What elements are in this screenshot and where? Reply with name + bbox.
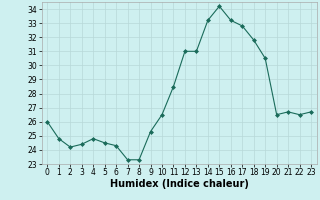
X-axis label: Humidex (Indice chaleur): Humidex (Indice chaleur) [110, 179, 249, 189]
